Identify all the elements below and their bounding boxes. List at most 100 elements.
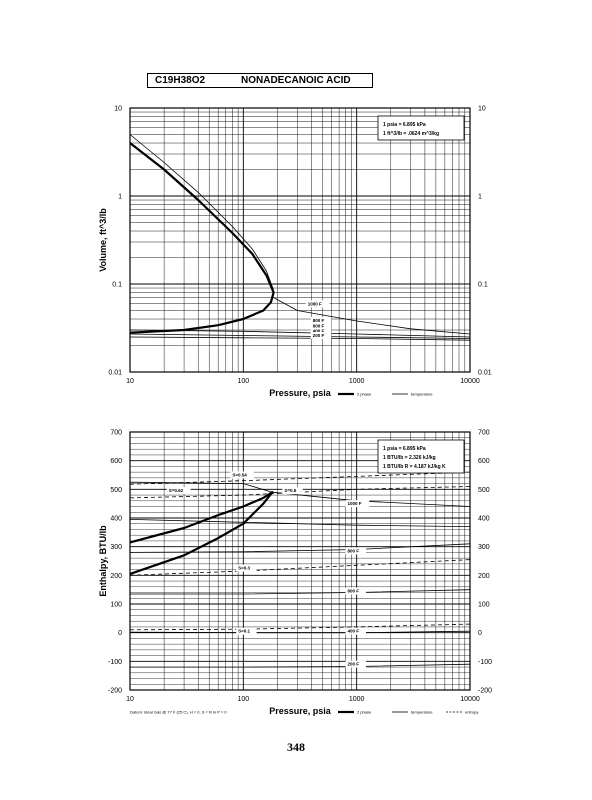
y-tick-label-left: -200	[108, 688, 122, 695]
y-tick-label-right: -200	[478, 688, 492, 695]
annotation-background	[345, 500, 370, 508]
data-series-thin	[130, 589, 471, 595]
page-number: 348	[287, 740, 305, 754]
y-tick-label-left: 600	[110, 458, 122, 465]
data-series-bold	[129, 142, 275, 334]
curve-annotation: S=0.3	[238, 566, 250, 571]
curve-annotation: 200 F	[313, 333, 325, 338]
conversion-note: 1 psia = 6.895 kPa	[383, 446, 426, 452]
data-series-thin	[130, 663, 471, 668]
data-series-thin	[129, 336, 471, 341]
annotation-background	[345, 627, 366, 635]
data-series-thin	[129, 329, 471, 338]
y-axis-label: Volume, ft^3/lb	[98, 208, 108, 272]
data-series-dashed	[129, 559, 471, 576]
data-series-thin	[129, 333, 471, 339]
y-tick-label-left: 0.01	[108, 370, 122, 377]
x-axis-label: Pressure, psia	[269, 706, 332, 716]
legend-entry: temperature	[411, 710, 433, 715]
conversion-note: 1 BTU/lb R = 4.187 kJ/kg K	[383, 464, 446, 470]
data-series-thin	[273, 297, 471, 335]
data-series-dashed	[129, 623, 471, 631]
conversion-box	[377, 115, 465, 141]
y-tick-label-right: 0.1	[478, 282, 488, 289]
x-tick-label: 10000	[460, 378, 480, 385]
annotation-background	[166, 487, 191, 495]
annotation-background	[345, 660, 366, 668]
chemical-formula: C19H38O2	[155, 75, 206, 86]
y-tick-label-left: 400	[110, 516, 122, 523]
x-tick-label: 10	[126, 378, 134, 385]
curve-annotation: S=0.62	[169, 488, 184, 493]
curve-annotation: S=0.54	[232, 472, 247, 477]
curve-annotation: 400 F	[313, 329, 325, 334]
data-series-thin	[129, 543, 471, 553]
annotation-background	[236, 564, 257, 572]
annotation-background	[282, 487, 303, 495]
y-tick-label-left: 0	[118, 630, 122, 637]
datum-footnote: Datum: Ideal Gas @ 77 F (25 C), H = 0, S…	[130, 710, 227, 715]
curve-annotation: 1000 F	[308, 301, 322, 306]
annotation-background	[310, 322, 332, 330]
legend-entry: 2 phase	[357, 710, 372, 715]
y-tick-label-left: 1	[118, 194, 122, 201]
y-tick-label-left: 10	[114, 106, 122, 113]
y-tick-label-left: 100	[110, 602, 122, 609]
y-tick-label-right: 700	[478, 430, 490, 437]
annotation-background	[305, 300, 330, 308]
annotation-background	[236, 627, 257, 635]
y-tick-label-right: 200	[478, 573, 490, 580]
curve-annotation: 600 F	[347, 589, 359, 594]
conversion-note: 1 ft^3/lb = .0624 m^3/kg	[383, 131, 439, 137]
annotation-background	[310, 327, 332, 335]
x-tick-label: 100	[237, 696, 249, 703]
curve-annotation: 400 F	[347, 629, 359, 634]
conversion-note: 1 BTU/lb = 2.326 kJ/kg	[383, 455, 436, 461]
x-tick-label: 100	[237, 378, 249, 385]
x-tick-label: 1000	[349, 378, 365, 385]
annotation-background	[345, 587, 366, 595]
x-tick-label: 1000	[349, 696, 365, 703]
curve-annotation: 800 F	[313, 318, 325, 323]
annotation-background	[230, 471, 255, 479]
y-tick-label-right: 300	[478, 544, 490, 551]
x-tick-label: 10000	[460, 696, 480, 703]
plot-frame	[129, 431, 471, 691]
y-tick-label-right: -100	[478, 659, 492, 666]
x-tick-label: 10	[126, 696, 134, 703]
annotation-background	[310, 331, 332, 339]
chart-title-box: C19H38O2 NONADECANOIC ACID	[147, 73, 373, 88]
y-tick-label-left: 200	[110, 573, 122, 580]
data-series-thin	[129, 134, 274, 291]
annotation-background	[345, 547, 366, 555]
x-axis-label: Pressure, psia	[269, 388, 332, 398]
compound-name: NONADECANOIC ACID	[241, 75, 351, 86]
data-series-thin	[129, 519, 471, 527]
y-tick-label-right: 600	[478, 458, 490, 465]
y-tick-label-right: 10	[478, 106, 486, 113]
curve-annotation: 600 F	[313, 324, 325, 329]
y-tick-label-right: 0.01	[478, 370, 492, 377]
y-tick-label-right: 1	[478, 194, 482, 201]
y-tick-label-right: 500	[478, 487, 490, 494]
y-tick-label-right: 100	[478, 602, 490, 609]
y-tick-label-left: 0.1	[112, 282, 122, 289]
y-tick-label-right: 400	[478, 516, 490, 523]
y-tick-label-left: 700	[110, 430, 122, 437]
data-series-thin	[129, 481, 471, 507]
curve-annotation: 200 F	[347, 662, 359, 667]
legend-entry: temperature	[411, 392, 433, 397]
curve-annotation: 800 F	[347, 548, 359, 553]
data-series-dashed	[129, 471, 471, 485]
y-tick-label-left: 500	[110, 487, 122, 494]
y-tick-label-left: -100	[108, 659, 122, 666]
curve-annotation: S=0.5	[284, 488, 296, 493]
y-tick-label-left: 300	[110, 544, 122, 551]
y-axis-label: Enthalpy, BTU/lb	[98, 525, 108, 597]
annotation-background	[310, 316, 332, 324]
curve-annotation: 1000 F	[347, 501, 361, 506]
plot-frame	[129, 107, 471, 373]
legend-entry: 2 phase	[357, 392, 372, 397]
curve-annotation: S=0.1	[238, 629, 250, 634]
